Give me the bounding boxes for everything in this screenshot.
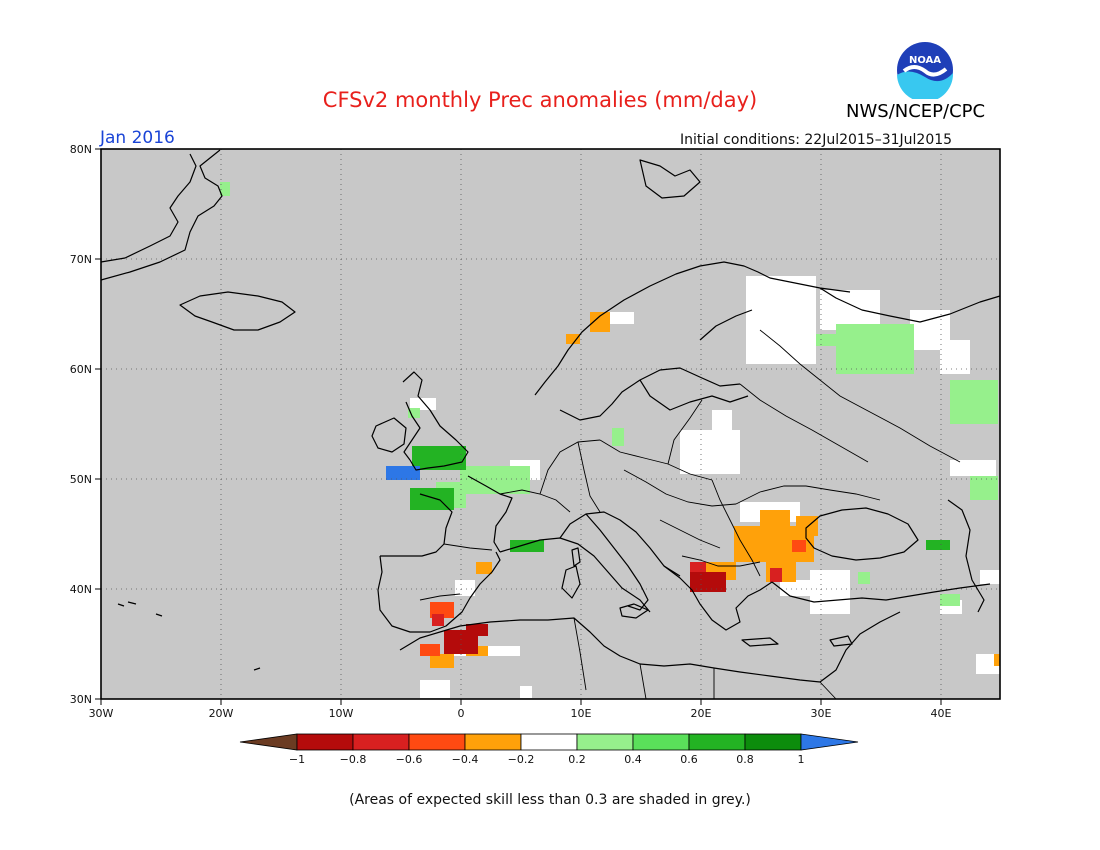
colorbar-box (352, 733, 410, 751)
chart-title: CFSv2 monthly Prec anomalies (mm/day) (0, 88, 1100, 112)
lat-label: 60N (70, 363, 92, 376)
colorbar-label: 0.2 (568, 753, 586, 766)
noaa-logo-text: NOAA (909, 55, 941, 66)
colorbar-box (576, 733, 634, 751)
chart-title-text: CFSv2 monthly Prec anomalies (mm/day) (322, 88, 758, 112)
lon-label: 20E (691, 707, 712, 720)
lon-label: 30W (89, 707, 114, 720)
colorbar-label: 0.8 (736, 753, 754, 766)
colorbar-box (408, 733, 466, 751)
colorbar-label: −1 (289, 753, 305, 766)
anomaly-cells (220, 182, 1000, 698)
footnote: (Areas of expected skill less than 0.3 a… (349, 792, 751, 808)
lon-label: 10E (571, 707, 592, 720)
lon-label: 30E (811, 707, 832, 720)
colorbar-box (744, 733, 802, 751)
lon-label: 20W (209, 707, 234, 720)
noaa-logo: NOAA (897, 42, 954, 99)
organization-label: NWS/NCEP/CPC (846, 101, 986, 122)
lat-label: 80N (70, 143, 92, 156)
map-background (101, 149, 1000, 699)
lat-label: 70N (70, 253, 92, 266)
colorbar-label: 1 (798, 753, 805, 766)
lon-label: 0 (458, 707, 465, 720)
colorbar-left-arrow (239, 733, 298, 751)
lon-axis (100, 699, 942, 705)
lat-axis (95, 148, 101, 700)
colorbar-label: −0.8 (340, 753, 367, 766)
colorbar: −1 −0.8 −0.6 −0.4 −0.2 0.2 0.4 0.6 0.8 1 (239, 733, 859, 766)
initial-conditions: Initial conditions: 22Jul2015–31Jul2015 (680, 132, 953, 148)
colorbar-label: −0.6 (396, 753, 423, 766)
colorbar-box (464, 733, 522, 751)
colorbar-label: −0.4 (452, 753, 479, 766)
colorbar-label: 0.4 (624, 753, 642, 766)
forecast-month: Jan 2016 (100, 128, 175, 148)
colorbar-right-arrow (800, 733, 859, 751)
lat-label: 50N (70, 473, 92, 486)
colorbar-box (520, 733, 578, 751)
colorbar-box (688, 733, 746, 751)
lat-label: 40N (70, 583, 92, 596)
lon-label: 40E (931, 707, 952, 720)
map-frame (100, 148, 1001, 700)
colorbar-box (296, 733, 354, 751)
lon-label: 10W (329, 707, 354, 720)
lat-label: 30N (70, 693, 92, 706)
colorbar-label: 0.6 (680, 753, 698, 766)
colorbar-label: −0.2 (508, 753, 535, 766)
colorbar-box (632, 733, 690, 751)
graticule (101, 149, 1000, 699)
borders (419, 329, 961, 700)
